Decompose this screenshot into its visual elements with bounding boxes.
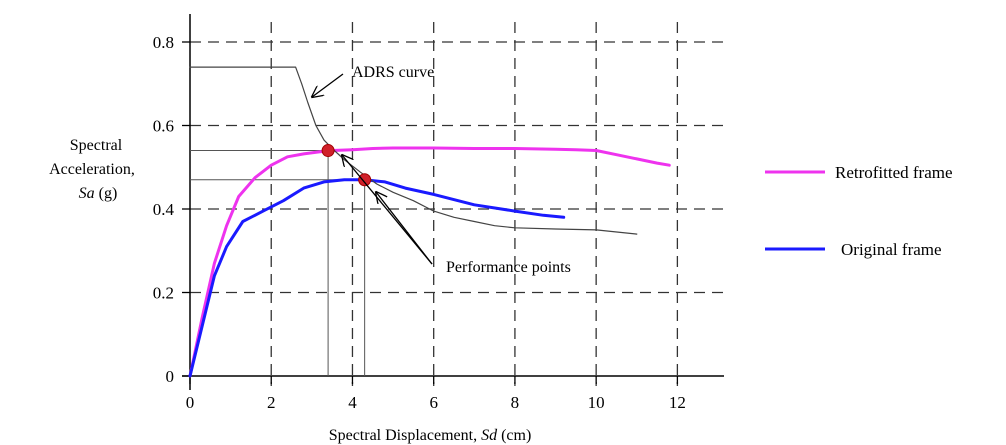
performance-point-marker	[321, 144, 335, 158]
y-axis-symbol: Sa	[79, 185, 95, 202]
x-tick-label: 12	[669, 393, 686, 412]
y-tick-label: 0.2	[153, 284, 174, 303]
y-tick-label: 0.4	[153, 200, 175, 219]
tick-labels: 0 2 4 6 8 10 12 0 0.2 0.4 0.6 0.8	[153, 33, 686, 412]
x-axis-title-text: Spectral Displacement,	[329, 427, 481, 444]
x-tick-label: 6	[429, 393, 438, 412]
y-tick-label: 0.6	[153, 117, 174, 136]
grid	[190, 22, 724, 386]
performance-guide-lines	[190, 150, 366, 376]
x-tick-label: 0	[186, 393, 195, 412]
x-axis-title: Spectral Displacement, Sd (cm)	[329, 427, 532, 444]
performance-arrow-1	[342, 155, 433, 265]
axes	[182, 14, 724, 390]
performance-point-marker	[358, 173, 372, 187]
series-adrs-curve	[189, 66, 638, 235]
y-axis-unit: (g)	[95, 185, 118, 202]
performance-points	[321, 144, 372, 187]
y-tick-label: 0	[166, 367, 175, 386]
performance-points-label: Performance points	[446, 259, 571, 276]
series-retrofitted-frame	[188, 146, 671, 378]
x-tick-label: 10	[588, 393, 605, 412]
y-axis-title-line-3: Sa (g)	[79, 185, 118, 202]
legend-label-retrofitted: Retrofitted frame	[835, 163, 953, 182]
x-tick-label: 2	[267, 393, 276, 412]
y-tick-label: 0.8	[153, 33, 174, 52]
adrs-annotation-label: ADRS curve	[352, 64, 434, 81]
legend-label-original: Original frame	[841, 240, 942, 259]
y-axis-title-line-1: Spectral	[70, 137, 123, 154]
x-tick-label: 8	[511, 393, 520, 412]
legend: Retrofitted frame Original frame	[765, 163, 953, 259]
y-axis-title-line-2: Acceleration,	[49, 161, 135, 178]
x-axis-symbol: Sd	[481, 427, 498, 444]
adrs-annotation-arrow	[312, 73, 344, 97]
x-tick-label: 4	[348, 393, 357, 412]
performance-arrow-2	[376, 192, 433, 265]
x-axis-unit: (cm)	[497, 427, 531, 444]
series-original-frame	[188, 178, 566, 378]
series-group	[188, 66, 671, 378]
